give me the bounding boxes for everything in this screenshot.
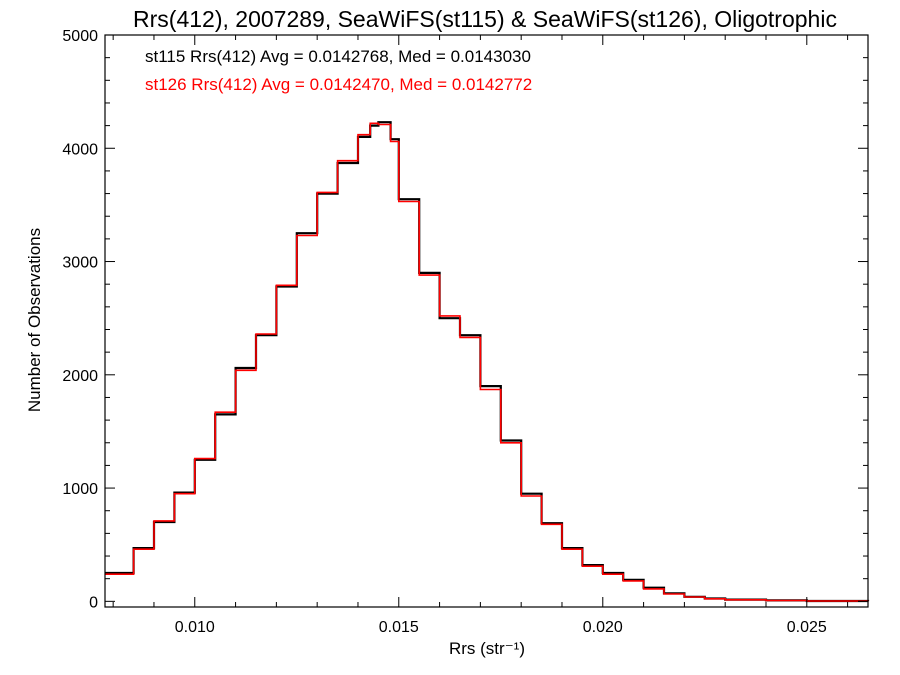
annotation-st115: st115 Rrs(412) Avg = 0.0142768, Med = 0.… (145, 47, 531, 66)
x-axis-label: Rrs (str⁻¹) (449, 639, 525, 658)
y-tick-label: 5000 (62, 28, 98, 45)
annotation-st126: st126 Rrs(412) Avg = 0.0142470, Med = 0.… (145, 75, 532, 94)
y-tick-label: 1000 (62, 481, 98, 498)
x-tick-label: 0.015 (379, 619, 419, 636)
y-tick-label: 4000 (62, 141, 98, 158)
y-tick-label: 2000 (62, 368, 98, 385)
y-tick-label: 3000 (62, 255, 98, 272)
y-axis-label: Number of Observations (25, 228, 44, 412)
series-line-1 (105, 121, 870, 603)
y-tick-label: 0 (89, 594, 98, 611)
series-line-2 (105, 122, 869, 602)
chart-title: Rrs(412), 2007289, SeaWiFS(st115) & SeaW… (133, 6, 837, 32)
x-tick-label: 0.010 (175, 619, 215, 636)
x-tick-label: 0.025 (787, 619, 827, 636)
plot-area: 0.010 0.015 0.020 0.025 0 1000 2000 3000 4000 500… (62, 28, 870, 636)
x-tick-label: 0.020 (583, 619, 623, 636)
plot-frame (104, 34, 869, 608)
